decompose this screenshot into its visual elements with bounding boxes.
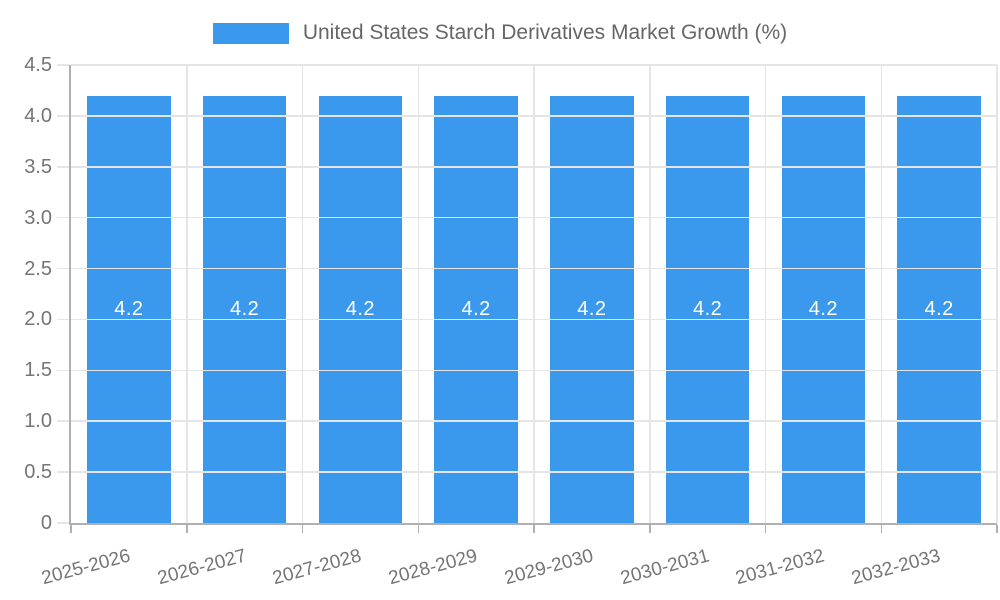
y-axis-tick-label: 3.0 bbox=[24, 206, 52, 229]
gridline-vertical bbox=[649, 65, 651, 523]
x-axis-tick bbox=[764, 525, 767, 533]
y-axis-tick-label: 1.5 bbox=[24, 359, 52, 382]
x-axis-tick bbox=[70, 525, 72, 533]
gridline-vertical bbox=[764, 65, 767, 523]
x-axis-tick bbox=[533, 525, 535, 533]
bar-value-label: 4.2 bbox=[577, 297, 607, 320]
y-axis-tick bbox=[57, 522, 69, 524]
bar-cell: 4.2 bbox=[650, 65, 766, 523]
bar-cell: 4.2 bbox=[418, 65, 534, 523]
bar-value-label: 4.2 bbox=[808, 297, 839, 320]
gridline-vertical bbox=[996, 65, 998, 523]
plot-area: 4.2 4.2 4.2 4.2 4.2 4.2 4.2 4.2 bbox=[57, 64, 998, 533]
y-axis-tick bbox=[57, 115, 69, 117]
bar-value-label: 4.2 bbox=[924, 297, 954, 320]
bar-value-label: 4.2 bbox=[461, 297, 491, 320]
y-axis-tick bbox=[57, 267, 69, 270]
bar-value-label: 4.2 bbox=[345, 297, 376, 320]
y-axis-tick bbox=[57, 420, 69, 422]
bar[interactable]: 4.2 bbox=[665, 95, 750, 523]
y-axis-tick-label: 3.5 bbox=[24, 155, 52, 178]
y-axis-tick-label: 2.5 bbox=[24, 257, 52, 280]
bar-cell: 4.2 bbox=[71, 65, 187, 523]
y-axis-tick bbox=[57, 166, 69, 168]
x-axis-tick bbox=[186, 525, 188, 533]
bar-cell: 4.2 bbox=[303, 65, 419, 523]
y-axis-tick bbox=[57, 471, 69, 473]
bar-cell: 4.2 bbox=[187, 65, 303, 523]
bar[interactable]: 4.2 bbox=[781, 95, 866, 523]
legend-label: United States Starch Derivatives Market … bbox=[302, 21, 788, 44]
bar[interactable]: 4.2 bbox=[202, 95, 287, 523]
gridline-vertical bbox=[301, 65, 304, 523]
bar[interactable]: 4.2 bbox=[434, 95, 518, 523]
y-axis-tick-label: 4.0 bbox=[24, 104, 52, 127]
legend-swatch bbox=[212, 22, 289, 44]
bar[interactable]: 4.2 bbox=[550, 95, 634, 523]
bar-cell: 4.2 bbox=[534, 65, 650, 523]
chart-legend[interactable]: United States Starch Derivatives Market … bbox=[0, 18, 1000, 48]
y-axis-tick-label: 1.0 bbox=[24, 410, 52, 433]
gridline-vertical bbox=[417, 65, 419, 523]
y-axis-tick-label: 4.5 bbox=[24, 54, 52, 76]
x-axis-tick bbox=[649, 525, 651, 533]
bar[interactable]: 4.2 bbox=[897, 95, 981, 523]
x-axis-tick bbox=[880, 525, 882, 533]
x-axis-tick bbox=[301, 525, 304, 533]
bar-cell: 4.2 bbox=[881, 65, 997, 523]
x-axis-tick bbox=[996, 525, 998, 533]
bar[interactable]: 4.2 bbox=[318, 95, 403, 523]
y-axis-tick-label: 2.0 bbox=[24, 308, 52, 331]
bar[interactable]: 4.2 bbox=[87, 95, 171, 523]
y-axis-tick-label: 0 bbox=[40, 512, 52, 534]
bar-value-label: 4.2 bbox=[114, 297, 144, 320]
y-axis-tick bbox=[57, 318, 69, 321]
gridline-vertical bbox=[880, 65, 882, 523]
bar-value-label: 4.2 bbox=[692, 297, 723, 320]
bar-cell: 4.2 bbox=[766, 65, 882, 523]
y-axis-tick bbox=[57, 216, 69, 219]
y-axis-tick-label: 0.5 bbox=[24, 461, 52, 484]
bar-value-label: 4.2 bbox=[229, 297, 260, 320]
gridline-vertical bbox=[186, 65, 188, 523]
gridline-vertical bbox=[533, 65, 535, 523]
x-axis-tick bbox=[417, 525, 419, 533]
y-axis-tick bbox=[57, 369, 69, 372]
y-axis-tick bbox=[57, 64, 69, 66]
